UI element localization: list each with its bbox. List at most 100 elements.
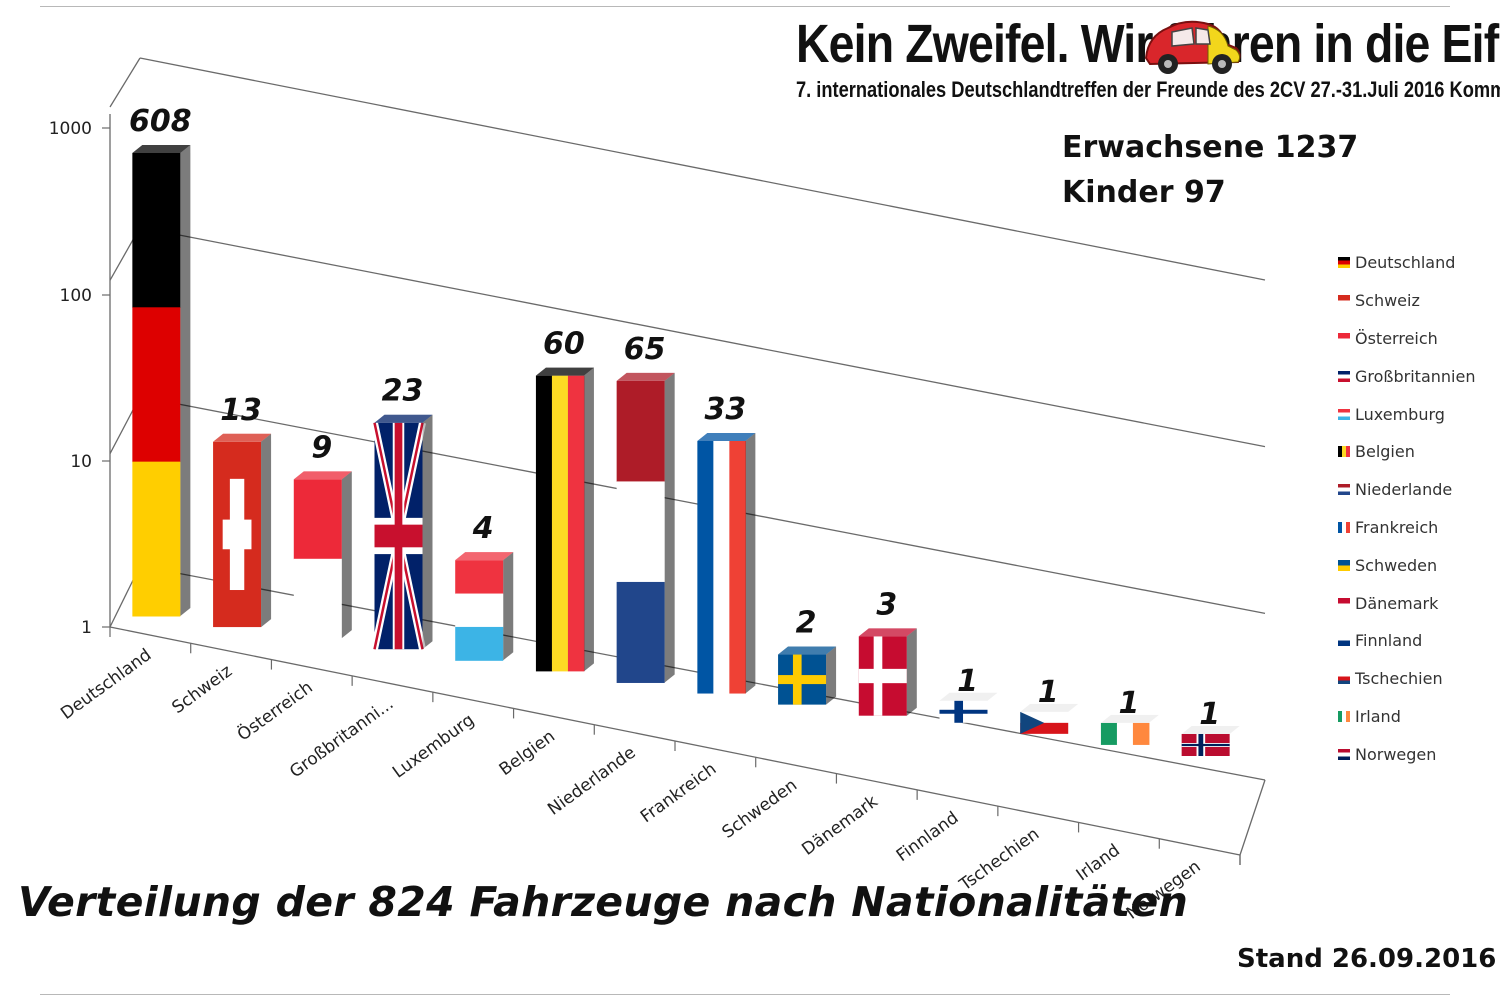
legend-swatch — [1338, 635, 1350, 647]
gridline-3 — [139, 57, 1266, 281]
bar-side-face — [422, 414, 433, 650]
bar-top-face — [697, 432, 756, 441]
category-label: Dänemark — [798, 791, 882, 859]
y-tick-label: 100 — [60, 286, 92, 306]
data-label: 9 — [311, 430, 332, 465]
bar-side-face — [180, 144, 191, 616]
flag-cross — [1181, 743, 1230, 747]
flag-cross — [792, 654, 802, 705]
chart-title: Verteilung der 824 Fahrzeuge nach Nation… — [18, 878, 1189, 926]
bar-top-shade — [858, 628, 917, 637]
y-tick-label: 1000 — [49, 119, 92, 139]
bar-top-face — [616, 372, 675, 381]
bar-top-shade — [293, 471, 352, 480]
legend-swatch — [1338, 370, 1350, 382]
flag-stripe — [616, 481, 665, 583]
bar-side-shade — [906, 628, 917, 716]
bar-belgien — [535, 367, 594, 672]
flag-cross — [873, 636, 883, 716]
flag-stripe — [567, 375, 585, 672]
event-subtitle: 7. internationales Deutschlandtreffen de… — [796, 77, 1500, 102]
bar-side-shade — [664, 372, 675, 683]
legend-item: Finnland — [1338, 622, 1475, 660]
bar-side-shade — [826, 646, 837, 705]
y-axis: 1 10 100 1000 — [49, 119, 110, 638]
flag-stripe — [455, 593, 504, 628]
legend-item: Tschechien — [1338, 660, 1475, 698]
bar-schweiz — [213, 433, 272, 628]
data-label: 2 — [796, 606, 817, 641]
bar-top-shade — [132, 144, 191, 153]
flag-stripe — [551, 375, 569, 672]
bar-deutschland — [132, 144, 191, 617]
flag-stripe — [697, 440, 714, 694]
data-label: 3 — [876, 587, 897, 622]
legend-swatch — [1338, 521, 1350, 533]
flag-stripe — [729, 440, 746, 694]
bar-top-face — [293, 471, 352, 480]
data-label: 13 — [220, 393, 262, 428]
legend-swatch — [1338, 446, 1350, 458]
legend-item: Deutschland — [1338, 244, 1475, 282]
data-label: 65 — [624, 332, 666, 367]
flag-cross — [939, 709, 988, 714]
legend-label: Niederlande — [1355, 480, 1453, 500]
flag-stripe — [616, 380, 665, 482]
bar-side-face — [745, 432, 756, 694]
legend-label: Luxemburg — [1355, 404, 1445, 424]
bar-side-shade — [341, 471, 352, 639]
data-label: 1 — [1118, 686, 1139, 721]
legend-item: Großbritannien — [1338, 357, 1475, 395]
legend-swatch — [1338, 295, 1350, 307]
category-label: Schweden — [719, 775, 801, 843]
bar-österreich — [293, 471, 352, 639]
data-label: 60 — [543, 327, 585, 362]
legend-label: Deutschland — [1355, 253, 1456, 273]
bar-schweden — [778, 646, 837, 705]
flag-stripe — [616, 581, 665, 683]
bar-norwegen — [1181, 726, 1240, 756]
flag-stripe — [455, 560, 504, 595]
bar-side-shade — [583, 367, 594, 672]
legend-swatch — [1338, 597, 1350, 609]
bar-top-face — [1020, 703, 1079, 712]
category-label: Finnland — [893, 808, 963, 866]
y-tick-label: 1 — [81, 618, 92, 638]
flag-stripe — [713, 440, 730, 694]
legend-item: Österreich — [1338, 320, 1475, 358]
legend-label: Frankreich — [1355, 517, 1439, 537]
bar-side-face — [664, 372, 675, 683]
bar-side-shade — [745, 432, 756, 694]
legend-swatch — [1338, 748, 1350, 760]
event-title: Kein Zweifel. Wir fahren in die Eifel. — [796, 14, 1500, 74]
category-label: Großbritanni... — [286, 694, 397, 782]
bar-top-shade — [374, 414, 433, 423]
bar-side-face — [341, 471, 352, 639]
legend-swatch — [1338, 673, 1350, 685]
bar-irland — [1100, 714, 1159, 745]
flag-stripe — [455, 626, 504, 661]
data-label: 608 — [129, 104, 192, 139]
bar-side-shade — [422, 414, 433, 650]
legend-swatch — [1338, 710, 1350, 722]
bar-side-face — [826, 646, 837, 705]
children-count: Kinder 97 — [1062, 175, 1226, 210]
bar-luxemburg — [455, 552, 514, 661]
category-label: Belgien — [496, 726, 559, 780]
legend-item: Frankreich — [1338, 509, 1475, 547]
flag-cross — [1198, 734, 1204, 756]
bar-side-shade — [261, 433, 272, 628]
bar-top-face — [1181, 726, 1240, 734]
2cv-car-icon — [1144, 20, 1241, 74]
flag-cross — [954, 700, 964, 723]
category-label: Frankreich — [637, 759, 720, 827]
bar-top-face — [778, 646, 837, 655]
legend-item: Niederlande — [1338, 471, 1475, 509]
chart-grid — [109, 57, 1266, 865]
legend-label: Finnland — [1355, 631, 1423, 651]
legend-item: Irland — [1338, 698, 1475, 736]
legend-label: Norwegen — [1355, 744, 1437, 764]
flag-stripe — [132, 461, 181, 617]
legend-item: Schweden — [1338, 546, 1475, 584]
